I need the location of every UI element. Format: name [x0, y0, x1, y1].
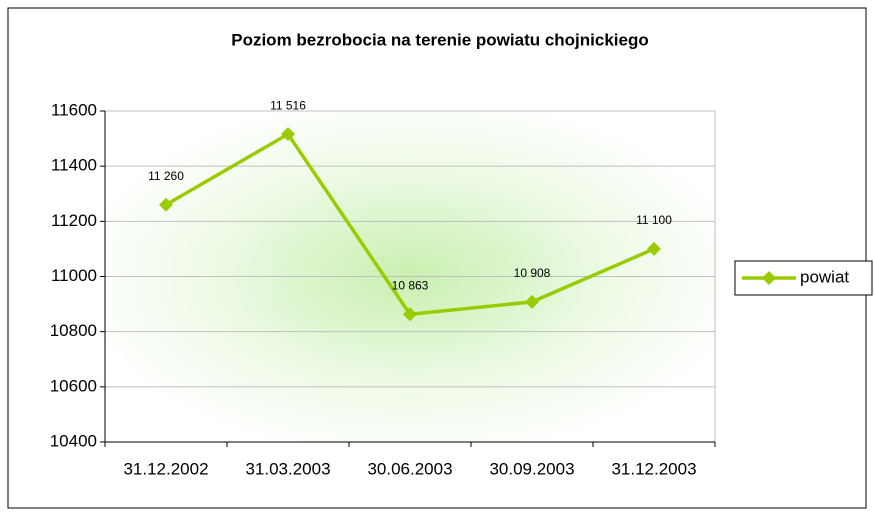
y-tick-label: 10600	[50, 376, 97, 395]
y-tick-label: 10400	[50, 431, 97, 450]
point-marker	[525, 294, 539, 309]
y-tick-label: 11600	[51, 100, 97, 119]
y-tick-label: 11000	[51, 266, 97, 285]
point-marker	[403, 307, 417, 322]
legend-marker	[762, 271, 776, 285]
y-tick-label: 11200	[51, 211, 97, 230]
data-label: 10 908	[514, 266, 551, 280]
x-tick-label: 30.06.2003	[367, 459, 452, 478]
x-tick-label: 31.03.2003	[245, 459, 330, 478]
x-tick-label: 30.09.2003	[489, 459, 574, 478]
data-label: 10 863	[392, 278, 429, 292]
legend-label: powiat	[800, 267, 849, 286]
x-tick-label: 31.12.2003	[611, 459, 696, 478]
y-tick-label: 11400	[51, 156, 97, 175]
chart-title: Poziom bezrobocia na terenie powiatu cho…	[231, 30, 649, 49]
point-marker	[281, 127, 295, 142]
y-tick-label: 10800	[50, 321, 97, 340]
point-marker	[647, 241, 661, 256]
x-tick-label: 31.12.2002	[123, 459, 208, 478]
data-label: 11 100	[636, 213, 672, 227]
point-marker	[159, 197, 173, 212]
data-label: 11 516	[270, 98, 306, 112]
data-label: 11 260	[148, 169, 184, 183]
